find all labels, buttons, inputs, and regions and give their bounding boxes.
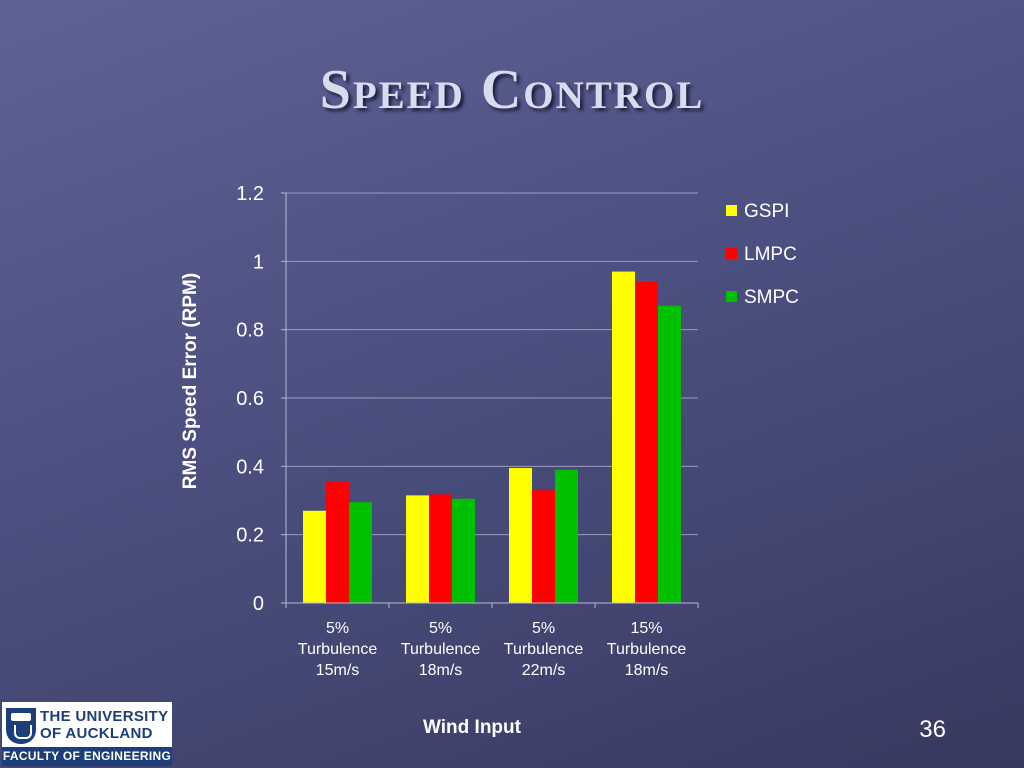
bar-smpc-4 (658, 305, 681, 603)
y-tick-label: 0 (253, 593, 264, 615)
x-category-label-line: 5% (326, 620, 349, 637)
slide-title: Speed Control (319, 59, 705, 121)
legend-swatch-smpc (726, 291, 737, 302)
x-category-label: 5% Turbulence 15m/s (298, 620, 378, 679)
legend: GSPI LMPC SMPC (726, 201, 799, 308)
legend-label-gspi: GSPI (744, 201, 789, 222)
x-category-label-line: Turbulence (298, 641, 378, 658)
x-category-labels: 5% Turbulence 15m/s 5% Turbulence 18m/s 5% Turb… (298, 620, 687, 679)
y-tick-labels: 0 0.2 0.4 0.6 0.8 1 1.2 (236, 183, 264, 615)
y-tick-label: 0.2 (236, 525, 264, 547)
x-category-label-line: 22m/s (522, 662, 566, 679)
x-category-label: 15% Turbulence 18m/s (607, 620, 687, 679)
bar-gspi-4 (612, 271, 635, 603)
bar-smpc-1 (349, 502, 372, 603)
x-category-label-line: 5% (532, 620, 555, 637)
x-category-label-line: 15% (630, 620, 662, 637)
x-category-label-line: 5% (429, 620, 452, 637)
bar-lmpc-2 (429, 494, 452, 603)
x-category-label: 5% Turbulence 22m/s (504, 620, 584, 679)
bar-gspi-3 (509, 468, 532, 603)
bar-lmpc-3 (532, 490, 555, 603)
x-category-label-line: Turbulence (607, 641, 687, 658)
x-category-label-line: Turbulence (401, 641, 481, 658)
x-category-label-line: 18m/s (625, 662, 669, 679)
legend-swatch-gspi (726, 205, 737, 216)
x-category-label-line: Turbulence (504, 641, 584, 658)
legend-label-smpc: SMPC (744, 287, 799, 308)
y-tick-label: 1 (253, 251, 264, 273)
x-category-label-line: 15m/s (316, 662, 360, 679)
university-logo: THE UNIVERSITY OF AUCKLAND FACULTY OF EN… (2, 702, 172, 766)
legend-label-lmpc: LMPC (744, 244, 797, 265)
y-tick-label: 0.8 (236, 320, 264, 342)
axes (281, 192, 699, 608)
bar-smpc-3 (555, 469, 578, 603)
page-number: 36 (919, 716, 946, 743)
logo-faculty: FACULTY OF ENGINEERING (2, 747, 172, 766)
y-tick-label: 1.2 (236, 183, 264, 205)
legend-swatch-lmpc (726, 248, 737, 259)
bars (303, 271, 681, 603)
bar-smpc-2 (452, 498, 475, 603)
crest-icon (6, 708, 36, 744)
logo-line-1: THE UNIVERSITY (40, 708, 169, 725)
y-axis-title: RMS Speed Error (RPM) (180, 273, 201, 489)
bar-gspi-2 (406, 495, 429, 603)
bar-lmpc-1 (326, 481, 349, 603)
bar-lmpc-4 (635, 281, 658, 603)
x-category-label: 5% Turbulence 18m/s (401, 620, 481, 679)
x-axis-title: Wind Input (423, 717, 522, 738)
x-category-label-line: 18m/s (419, 662, 463, 679)
y-tick-label: 0.6 (236, 388, 264, 410)
y-tick-label: 0.4 (236, 456, 264, 478)
logo-line-2: OF AUCKLAND (40, 725, 153, 742)
bar-gspi-1 (303, 510, 326, 603)
